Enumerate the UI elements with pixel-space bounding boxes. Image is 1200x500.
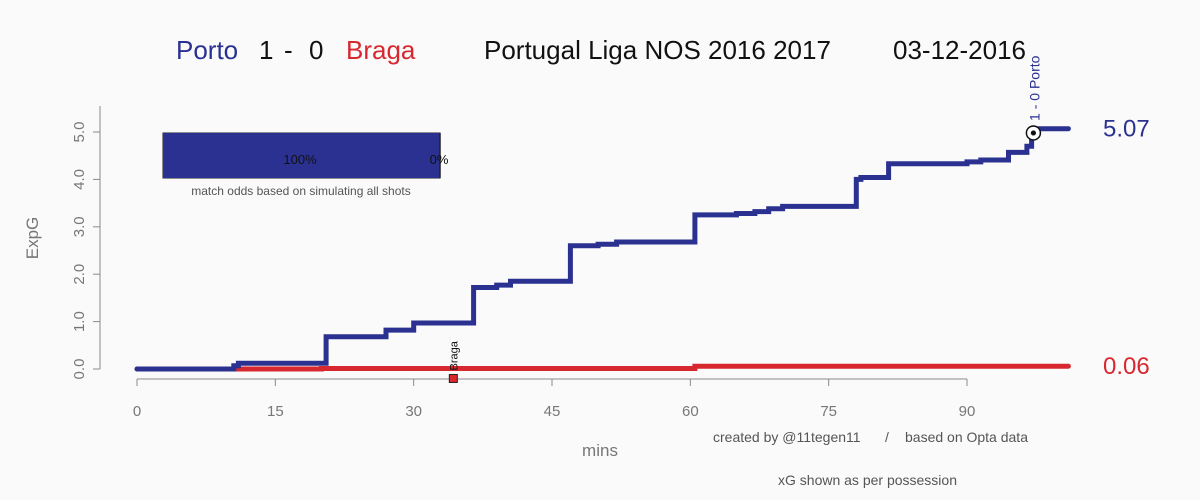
x-axis: 0 15 30 45 60 75 90 mins — [133, 378, 976, 460]
y-tick-label: 2.0 — [71, 264, 88, 285]
credits: created by @11tegen11 / based on Opta da… — [713, 429, 1028, 488]
goal-marker-label: 1 - 0 Porto — [1026, 55, 1042, 121]
x-tick-label: 15 — [267, 403, 284, 420]
odds-home-pct: 100% — [283, 152, 317, 167]
y-ticks: 0.0 1.0 2.0 3.0 4.0 5.0 — [71, 122, 100, 380]
y-axis-label: ExpG — [23, 217, 42, 260]
y-tick-label: 5.0 — [71, 122, 88, 143]
credit-slash: / — [885, 429, 889, 445]
series-layer — [134, 126, 1071, 372]
home-team-name: Porto — [176, 35, 238, 65]
away-score: 0 — [309, 35, 323, 65]
event-square-icon — [448, 373, 458, 383]
final-value-braga: 0.06 — [1103, 353, 1150, 380]
y-tick-label: 4.0 — [71, 169, 88, 190]
odds-caption: match odds based on simulating all shots — [191, 184, 410, 198]
x-tick-label: 60 — [682, 403, 699, 420]
score-separator: - — [284, 35, 293, 65]
home-score: 1 — [259, 35, 273, 65]
final-value-labels: 5.07 0.06 — [1103, 116, 1150, 380]
football-icon-patch — [1030, 130, 1036, 136]
y-tick-label: 3.0 — [71, 216, 88, 237]
match-date: 03-12-2016 — [893, 35, 1026, 65]
away-team-name: Braga — [346, 35, 416, 65]
x-axis-label: mins — [582, 441, 618, 460]
x-tick-label: 45 — [544, 403, 561, 420]
x-ticks: 0 15 30 45 60 75 90 — [133, 379, 976, 420]
x-tick-label: 90 — [959, 403, 976, 420]
final-value-porto: 5.07 — [1103, 116, 1150, 143]
match-odds-box: 100% 0% match odds based on simulating a… — [162, 132, 449, 198]
event-marker: Braga — [448, 340, 460, 383]
x-tick-label: 75 — [820, 403, 837, 420]
credit-source: based on Opta data — [905, 429, 1028, 445]
match-header: Porto 1 - 0 Braga Portugal Liga NOS 2016… — [176, 35, 1026, 65]
goal-marker: 1 - 0 Porto — [1025, 55, 1042, 141]
odds-away-pct: 0% — [430, 152, 449, 167]
y-tick-label: 1.0 — [71, 311, 88, 332]
event-marker-label: Braga — [448, 340, 460, 370]
x-tick-label: 30 — [405, 403, 422, 420]
y-axis: 0.0 1.0 2.0 3.0 4.0 5.0 ExpG — [23, 106, 101, 380]
marker-layer: 1 - 0 Porto Braga — [448, 55, 1042, 383]
credit-author: created by @11tegen11 — [713, 429, 861, 445]
series-line-braga — [134, 363, 1071, 372]
x-tick-label: 0 — [133, 403, 141, 420]
competition-title: Portugal Liga NOS 2016 2017 — [484, 35, 831, 65]
y-tick-label: 0.0 — [71, 359, 88, 380]
credit-note: xG shown as per possession — [778, 472, 957, 488]
odds-home-bar — [163, 133, 440, 178]
series-line-porto — [134, 126, 1071, 372]
